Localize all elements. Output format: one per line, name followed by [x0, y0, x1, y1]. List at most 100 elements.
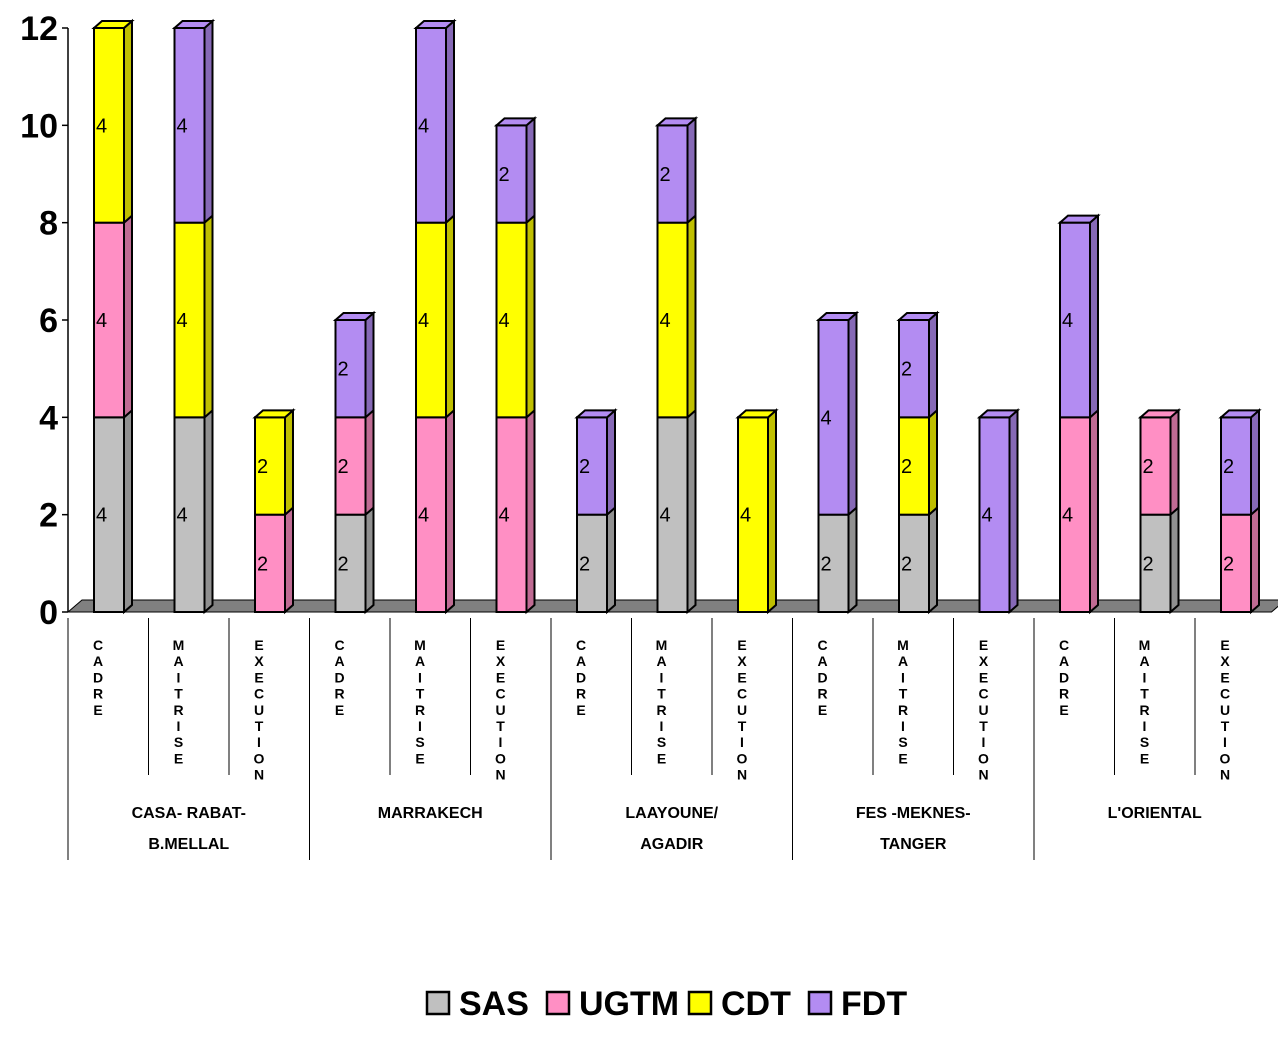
bar-top-7 [654, 117, 699, 127]
data-label-fdt-1: 4 [177, 115, 188, 137]
group-label-3-1: TANGER [880, 836, 947, 853]
legend-swatch-cdt [687, 990, 713, 1016]
bar-side-ugtm-14 [1250, 505, 1260, 615]
y-tick-label: 8 [39, 205, 58, 243]
bar-side-sas-3 [364, 505, 375, 615]
bar-top-4 [413, 20, 457, 29]
legend-swatch-sas [425, 990, 451, 1016]
bar-side-cdt-0 [123, 18, 133, 225]
data-label-cdt-1: 4 [177, 310, 188, 332]
bar-side-sas-0 [123, 408, 133, 615]
bar-fdt-7 [656, 124, 689, 224]
bar-side-fdt-10 [928, 310, 938, 420]
bar-top-12 [1057, 214, 1101, 224]
bar-side-sas-7 [686, 408, 697, 615]
data-label-ugtm-13: 2 [1143, 456, 1154, 478]
group-label-0-0: CASA- RABAT- [132, 805, 246, 822]
legend-label-sas: SAS [459, 985, 529, 1023]
data-label-ugtm-3: 2 [338, 456, 349, 478]
y-tick-label: 2 [39, 497, 58, 535]
bar-side-cdt-2 [284, 408, 294, 517]
bar-side-fdt-3 [364, 310, 375, 420]
data-label-sas-9: 2 [821, 553, 832, 575]
bar-ugtm-14 [1220, 513, 1252, 614]
bar-side-ugtm-5 [525, 408, 536, 615]
data-label-fdt-4: 4 [418, 115, 429, 137]
legend-label-fdt: FDT [841, 985, 907, 1023]
data-label-ugtm-4: 4 [418, 505, 429, 527]
bar-ugtm-4 [415, 416, 447, 614]
legend-swatch-fdt [807, 990, 833, 1016]
bar-side-cdt-1 [203, 213, 214, 420]
data-label-sas-7: 4 [660, 505, 671, 527]
group-label-4-0: L'ORIENTAL [1108, 805, 1202, 822]
group-label-1-0: MARRAKECH [378, 805, 483, 822]
bar-top-5 [493, 117, 538, 127]
bar-fdt-11 [978, 416, 1011, 614]
bar-side-cdt-8 [767, 408, 777, 615]
bar-side-cdt-7 [686, 213, 697, 420]
group-label-2-0: LAAYOUNE/ [625, 805, 718, 822]
data-label-ugtm-5: 4 [499, 505, 510, 527]
bar-fdt-1 [173, 27, 206, 224]
bar-side-sas-9 [847, 505, 858, 615]
data-label-ugtm-14: 2 [1223, 553, 1234, 575]
bar-top-9 [815, 312, 860, 321]
data-label-fdt-6: 2 [579, 456, 590, 478]
bar-top-3 [332, 312, 377, 321]
data-label-cdt-7: 4 [660, 310, 671, 332]
y-tick-label: 4 [39, 399, 58, 437]
bar-side-ugtm-4 [445, 408, 455, 615]
bar-fdt-12 [1059, 221, 1091, 419]
data-label-cdt-8: 4 [740, 505, 751, 527]
bar-side-fdt-12 [1089, 213, 1099, 420]
bar-side-fdt-14 [1250, 408, 1260, 517]
bar-top-8 [735, 409, 779, 419]
bar-side-cdt-10 [928, 408, 938, 517]
data-label-fdt-12: 4 [1062, 310, 1073, 332]
bar-side-ugtm-3 [364, 408, 375, 517]
data-label-ugtm-2: 2 [257, 553, 268, 575]
bar-sas-3 [334, 513, 367, 614]
bar-side-fdt-5 [525, 116, 536, 225]
bar-side-ugtm-13 [1169, 408, 1180, 517]
data-label-ugtm-0: 4 [96, 310, 107, 332]
bar-top-6 [574, 409, 618, 419]
bar-top-13 [1137, 409, 1182, 419]
bar-side-ugtm-12 [1089, 408, 1099, 615]
bar-ugtm-2 [254, 513, 286, 614]
bar-side-ugtm-0 [123, 213, 133, 420]
bar-side-sas-1 [203, 408, 214, 615]
data-label-sas-3: 2 [338, 553, 349, 575]
data-label-fdt-14: 2 [1223, 456, 1234, 478]
data-label-sas-1: 4 [177, 505, 188, 527]
data-label-sas-0: 4 [96, 505, 107, 527]
bar-cdt-1 [173, 221, 206, 419]
data-label-sas-10: 2 [901, 553, 912, 575]
data-label-fdt-9: 4 [821, 407, 832, 429]
data-label-fdt-3: 2 [338, 359, 349, 381]
bar-top-10 [896, 312, 940, 321]
bar-side-fdt-11 [1008, 408, 1019, 615]
bar-side-cdt-5 [525, 213, 536, 420]
bar-top-0 [91, 20, 135, 29]
y-tick-label: 10 [20, 107, 58, 145]
data-label-cdt-10: 2 [901, 456, 912, 478]
bar-side-fdt-7 [686, 116, 697, 225]
bar-side-fdt-4 [445, 18, 455, 225]
data-label-sas-6: 2 [579, 553, 590, 575]
data-label-cdt-4: 4 [418, 310, 429, 332]
bar-side-sas-10 [928, 505, 938, 615]
y-tick-label: 0 [39, 594, 58, 632]
bar-fdt-9 [817, 319, 850, 516]
